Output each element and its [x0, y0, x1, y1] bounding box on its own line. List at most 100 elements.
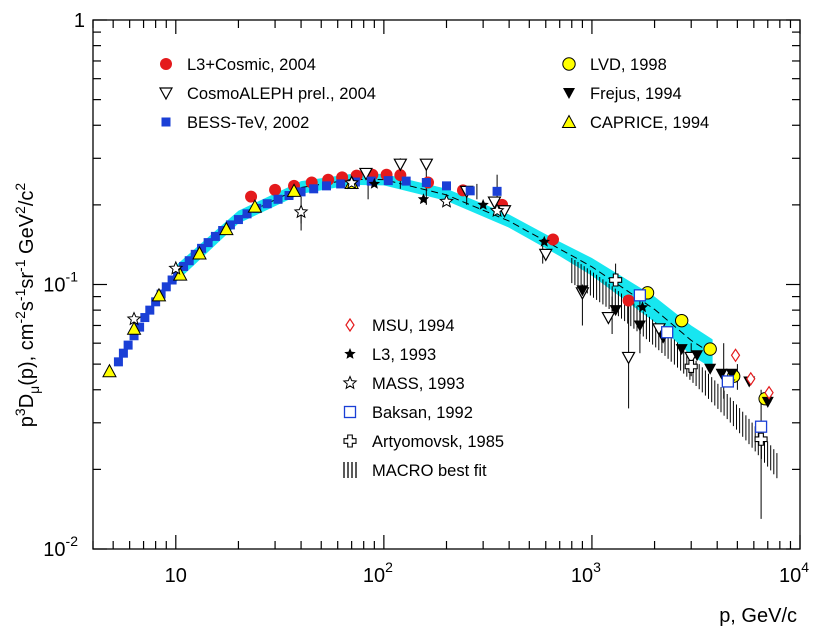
data-point-cosmoaleph-prel-2004	[393, 158, 408, 172]
data-point-baksan-1992	[754, 420, 768, 433]
data-point-mass-1993	[344, 175, 360, 190]
data-point-bess-tev-2002	[321, 181, 331, 191]
data-point-frejus-1994	[633, 320, 646, 332]
legend-entry: L3, 1993	[344, 346, 436, 364]
data-point-bess-tev-2002	[167, 275, 177, 285]
legend-entry: MACRO best fit	[343, 462, 487, 480]
y-axis-title: p3Dμ(p), cm-2s-1sr-1 GeV2/c2	[12, 183, 42, 428]
legend-marker	[562, 57, 576, 71]
legend-layer: L3+Cosmic, 2004 CosmoALEPH prel., 2004 BES…	[158, 56, 709, 480]
y-tick-label: 10-1	[43, 269, 78, 297]
data-point-frejus-1994	[725, 368, 738, 380]
legend-marker	[344, 348, 356, 359]
data-point-mass-1993	[293, 204, 309, 219]
data-point-baksan-1992	[661, 326, 674, 339]
legend-entry: LVD, 1998	[562, 56, 667, 74]
data-point-bess-tev-2002	[366, 176, 376, 186]
legend-marker	[343, 405, 357, 419]
legend-marker	[343, 434, 357, 448]
data-point-bess-tev-2002	[336, 179, 346, 189]
data-point-l3-cosmic-2004	[622, 294, 635, 307]
data-point-frejus-1994	[691, 350, 704, 362]
data-point-l3-1993	[636, 301, 649, 313]
band-layer	[175, 173, 713, 369]
data-point-bess-tev-2002	[273, 194, 283, 204]
data-point-lvd-1998	[703, 342, 717, 356]
x-tick-label: 102	[363, 559, 393, 587]
data-point-baksan-1992	[721, 375, 734, 388]
legend-label: CosmoALEPH prel., 2004	[187, 85, 376, 103]
data-point-bess-tev-2002	[197, 243, 207, 253]
legend-label: MACRO best fit	[372, 462, 487, 480]
data-point-l3-cosmic-2004	[269, 183, 282, 196]
data-point-bess-tev-2002	[465, 186, 475, 196]
data-point-bess-tev-2002	[184, 256, 194, 266]
data-point-bess-tev-2002	[118, 348, 128, 358]
legend-label: CAPRICE, 1994	[590, 114, 709, 132]
data-point-artyomovsk-1985	[754, 432, 768, 446]
data-point-mass-1993	[489, 203, 505, 218]
data-point-cosmoaleph-prel-2004	[601, 311, 616, 325]
fit-band	[175, 173, 713, 369]
legend-label: L3, 1993	[372, 346, 436, 364]
data-point-bess-tev-2002	[401, 176, 411, 186]
svg-text:p3Dμ(p), cm-2s-1sr-1 GeV2/c2: p3Dμ(p), cm-2s-1sr-1 GeV2/c2	[12, 183, 42, 428]
data-point-cosmoaleph-prel-2004	[419, 158, 434, 172]
data-point-bess-tev-2002	[161, 282, 171, 292]
data-point-lvd-1998	[674, 313, 689, 328]
y-tick-label: 10-2	[43, 533, 78, 561]
legend-entry: CosmoALEPH prel., 2004	[158, 85, 376, 103]
data-point-caprice-1994	[172, 267, 188, 281]
data-point-msu-1994	[764, 385, 774, 400]
data-point-bess-tev-2002	[123, 340, 133, 350]
data-point-bess-tev-2002	[233, 215, 243, 225]
data-point-caprice-1994	[286, 183, 302, 197]
data-point-caprice-1994	[151, 287, 167, 302]
data-point-l3-cosmic-2004	[547, 233, 560, 246]
tick-labels-layer: 10 102 103 104 10-2 10-1 1	[43, 10, 809, 587]
legend-label: BESS-TeV, 2002	[187, 114, 309, 132]
data-point-frejus-1994	[715, 368, 728, 380]
data-point-bess-tev-2002	[113, 357, 123, 367]
data-point-baksan-1992	[633, 289, 647, 302]
legend-marker	[563, 88, 575, 99]
legend-label: Baksan, 1992	[372, 404, 473, 422]
legend-marker	[345, 317, 355, 333]
data-point-mass-1993	[168, 260, 184, 275]
data-point-frejus-1994	[704, 363, 717, 375]
data-point-bess-tev-2002	[442, 181, 451, 191]
x-tick-label: 10	[165, 565, 187, 587]
legend-entry: BESS-TeV, 2002	[161, 114, 309, 132]
data-point-mass-1993	[439, 193, 454, 208]
x-tick-label: 103	[571, 559, 601, 587]
legend-entry: MSU, 1994	[345, 317, 455, 335]
data-point-bess-tev-2002	[140, 313, 150, 323]
data-point-bess-tev-2002	[145, 305, 155, 315]
data-point-caprice-1994	[192, 245, 207, 260]
legend-entry: Artyomovsk, 1985	[343, 433, 504, 451]
legend-marker	[343, 462, 357, 478]
points-layer	[102, 158, 774, 519]
legend-entry: Frejus, 1994	[563, 85, 682, 103]
fit-band-centerline	[175, 178, 713, 355]
legend-entry: CAPRICE, 1994	[561, 114, 709, 132]
legend-label: MSU, 1994	[372, 317, 455, 335]
data-point-caprice-1994	[219, 221, 234, 236]
data-point-msu-1994	[730, 348, 741, 363]
data-point-bess-tev-2002	[296, 187, 306, 197]
data-point-frejus-1994	[609, 305, 622, 317]
legend-label: Frejus, 1994	[590, 85, 682, 103]
legend-entry: MASS, 1993	[342, 375, 465, 393]
data-point-l3-1993	[538, 235, 550, 247]
data-point-cosmoaleph-prel-2004	[358, 167, 373, 181]
data-point-bess-tev-2002	[179, 261, 189, 271]
data-point-bess-tev-2002	[129, 331, 139, 341]
legend-marker	[342, 375, 358, 390]
data-point-bess-tev-2002	[309, 184, 319, 194]
legend-marker	[158, 87, 174, 101]
data-point-bess-tev-2002	[421, 178, 431, 188]
data-point-caprice-1994	[102, 363, 117, 378]
legend-entry: Baksan, 1992	[343, 404, 473, 422]
legend-marker	[561, 114, 577, 128]
data-point-bess-tev-2002	[242, 209, 252, 219]
